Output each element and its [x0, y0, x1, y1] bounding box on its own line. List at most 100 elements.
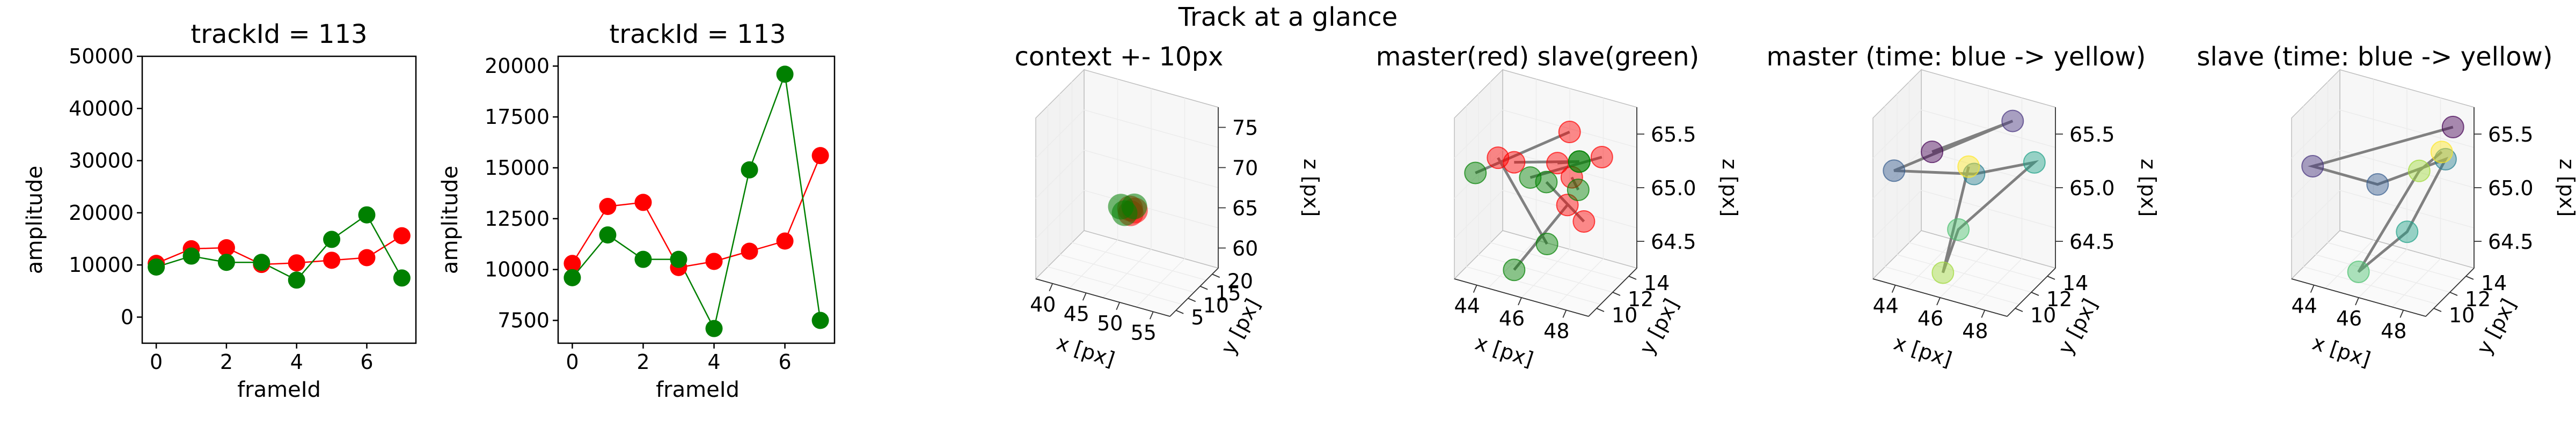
x-tick-label: 48 — [1962, 319, 1988, 343]
scatter-point — [2301, 155, 2324, 177]
grid-line — [1502, 150, 1637, 188]
y-tick — [1628, 276, 1637, 280]
x-tick — [1116, 302, 1121, 310]
y-tick — [1596, 308, 1605, 312]
x-tick-label: 40 — [1030, 293, 1056, 316]
x-tick — [1518, 297, 1522, 306]
grid-line — [1872, 150, 1922, 199]
grid-line — [2328, 242, 2462, 281]
x-tick-label: 50 — [1097, 312, 1123, 335]
data-point — [393, 269, 411, 287]
scatter-point — [2366, 173, 2389, 196]
x-tick-label: 6 — [360, 350, 373, 374]
data-point — [811, 312, 829, 329]
grid-line — [1084, 109, 1219, 148]
panel-title: slave (time: blue -> yellow) — [2197, 42, 2552, 72]
chart-title: trackId = 113 — [609, 19, 786, 49]
scatter-point — [2430, 140, 2453, 164]
z-axis-label: z [px] — [1718, 159, 1741, 217]
connector-line — [1513, 204, 1569, 271]
y-tick — [1188, 298, 1196, 302]
x-axis-label: frameId — [237, 378, 321, 402]
grid-line — [2339, 109, 2475, 148]
x-tick-label: 4 — [290, 350, 303, 374]
y-tick-label: 14 — [2481, 271, 2507, 295]
x-tick-label: 44 — [1872, 294, 1898, 318]
scatter-point — [1947, 218, 1970, 241]
chart-title: trackId = 113 — [191, 19, 367, 49]
data-point — [323, 231, 341, 248]
grid-line — [1909, 242, 2044, 281]
y-tick-label: 10 — [2030, 304, 2056, 327]
grid-line — [1502, 109, 1637, 148]
scatter-point — [1572, 210, 1596, 233]
data-point — [358, 249, 376, 267]
x-tick — [2355, 297, 2359, 306]
data-point — [776, 232, 794, 250]
scatter-point — [1487, 146, 1510, 169]
y-tick-label: 40000 — [69, 97, 134, 120]
y-tick-label: 20 — [1227, 269, 1253, 293]
y-tick-label: 30000 — [69, 149, 134, 173]
x-tick — [2310, 285, 2315, 293]
grid-line — [1059, 254, 1195, 293]
y-tick-label: 10 — [2449, 304, 2475, 327]
x-axis-label: frameId — [656, 378, 740, 402]
scatter-point — [1535, 171, 1558, 194]
scatter-point — [1464, 161, 1487, 184]
y-tick-label: 20000 — [69, 201, 134, 225]
grid-line — [2315, 254, 2450, 293]
z-tick-label: 75 — [1232, 116, 1258, 140]
y-tick — [2031, 292, 2039, 296]
z-tick-label: 65.0 — [1651, 176, 1696, 200]
y-tick-label: 10000 — [485, 258, 550, 282]
panel-title: context +- 10px — [1015, 42, 1224, 72]
x-tick-label: 46 — [1499, 307, 1525, 330]
data-point — [811, 147, 829, 165]
y-tick-label: 12500 — [485, 207, 550, 231]
x-tick-label: 0 — [566, 350, 579, 374]
x-tick — [1981, 309, 1986, 318]
grid-line — [1973, 258, 2023, 308]
z-tick-label: 65.5 — [2488, 123, 2534, 146]
y-tick-label: 0 — [121, 305, 134, 329]
x-tick — [1082, 292, 1087, 301]
x-tick-label: 44 — [2291, 294, 2317, 318]
x-tick — [1149, 311, 1154, 320]
y-tick — [2433, 308, 2442, 312]
data-point — [288, 254, 305, 272]
data-point — [705, 253, 723, 270]
grid-line — [2291, 150, 2340, 199]
data-point — [217, 254, 235, 271]
scatter-point — [1535, 233, 1558, 256]
x-tick — [1936, 297, 1941, 306]
grid-line — [1072, 242, 1206, 281]
trajectory-line — [1893, 120, 2039, 273]
y-tick — [2015, 308, 2023, 312]
y-tick — [1175, 309, 1184, 314]
data-point — [217, 239, 235, 256]
data-point — [705, 320, 723, 337]
axis-line — [1035, 278, 1170, 317]
y-tick-label: 12 — [2046, 287, 2072, 311]
z-tick-label: 65.5 — [1651, 123, 1696, 146]
y-tick-label: 50000 — [69, 45, 134, 68]
y-axis-label: amplitude — [23, 166, 47, 274]
x-tick-label: 46 — [1918, 307, 1943, 330]
scatter-point — [2347, 261, 2370, 284]
data-point — [599, 198, 617, 216]
grid-line — [1921, 109, 2056, 148]
y-tick-label: 17500 — [485, 105, 550, 129]
grid-line — [1035, 150, 1085, 199]
grid-line — [2391, 258, 2441, 308]
z-tick-label: 65.0 — [2069, 176, 2115, 200]
y-tick — [2465, 276, 2474, 280]
z-tick-label: 65.5 — [2069, 123, 2115, 146]
figure-suptitle: Track at a glance — [1178, 2, 1398, 32]
x-tick-label: 4 — [707, 350, 720, 374]
z-tick-label: 60 — [1232, 237, 1258, 261]
